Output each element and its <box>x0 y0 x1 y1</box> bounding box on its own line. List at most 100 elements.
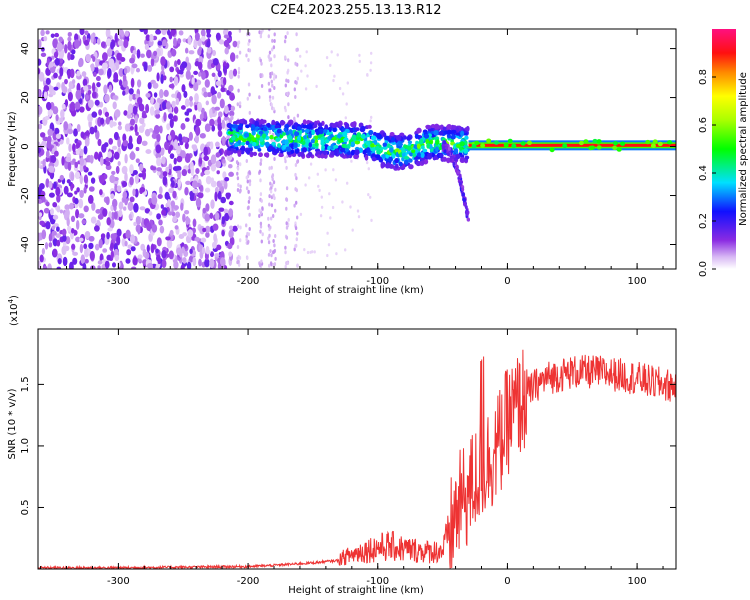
spectrogram-cell <box>251 123 256 130</box>
spectrogram-cell <box>336 53 339 57</box>
spectrogram-cell <box>318 188 321 192</box>
colorbar: 0.0 0.2 0.4 0.6 0.8 Normalized spectral ampl… <box>698 29 749 277</box>
spectrogram-cell <box>218 111 223 118</box>
spectrogram-cell <box>296 215 299 220</box>
spectrogram-cell <box>187 169 192 174</box>
spectrogram-cell <box>304 64 307 68</box>
spectrogram-cell <box>294 226 298 231</box>
spectrogram-cell <box>160 74 164 84</box>
spectrogram-cell <box>259 192 263 197</box>
spectrogram-cell <box>161 100 167 111</box>
spectrogram-cell <box>118 67 125 77</box>
spectrogram-cell <box>47 263 52 269</box>
spectrogram-cell <box>81 219 87 225</box>
snr-y-tick-label: 0.5 <box>20 500 31 516</box>
spectrogram-cell <box>273 86 276 90</box>
spectrogram-cell <box>302 119 307 125</box>
spectrogram-cell <box>184 117 190 122</box>
spectrogram-cell <box>224 177 230 182</box>
spectrogram-cell <box>184 98 190 107</box>
spectrogram-cell <box>451 129 457 134</box>
spectrogram-cell <box>161 209 167 216</box>
spectrogram-cell <box>406 145 412 151</box>
spectrogram-cell <box>201 87 207 92</box>
spectrogram-cell <box>420 152 425 158</box>
spectrogram-cell <box>268 202 271 207</box>
spectrogram-cell <box>151 132 158 140</box>
spectrogram-cell <box>59 174 65 181</box>
spectrogram-cell <box>294 131 298 137</box>
spectrogram-cell <box>105 196 110 206</box>
spectrogram-cell <box>434 146 439 152</box>
spectrogram-cell <box>54 150 59 157</box>
spectrogram-cell <box>178 30 184 36</box>
spectrogram-cell <box>79 106 85 113</box>
spectrogram-cell <box>236 44 240 49</box>
spectrogram-cell <box>305 128 310 134</box>
spectrogram-cell <box>245 237 248 242</box>
spectrogram-cell <box>259 73 262 78</box>
spectrogram-cell <box>192 188 199 194</box>
spectrogram-cell <box>268 263 271 268</box>
spectrogram-cell <box>370 135 377 141</box>
spectrogram-cell <box>325 56 329 60</box>
spectrogram-cell <box>111 170 116 175</box>
spectrogram-cell <box>204 187 211 193</box>
spectrogram-cell <box>82 262 87 269</box>
spectrogram-cell <box>306 74 309 78</box>
spectrogram-cell <box>459 141 465 147</box>
spectrogram-cell <box>272 214 275 218</box>
spectrogram-cell <box>320 205 324 209</box>
spectrogram-cell <box>181 169 188 177</box>
spectrogram-cell <box>188 131 193 141</box>
spectrogram-cell <box>238 135 244 141</box>
spectrogram-cell <box>56 266 62 269</box>
spectrogram-cell <box>83 145 88 155</box>
spectrogram-cell <box>237 40 241 45</box>
spectrogram-cell <box>238 50 242 55</box>
spectrogram-cell <box>285 235 289 240</box>
spectrogram-cell <box>247 199 251 204</box>
spectrogram-cell <box>273 243 276 248</box>
spectrogram-cell <box>39 220 45 226</box>
spectrogram-cell <box>221 119 226 130</box>
spectrogram-cell <box>156 72 160 82</box>
snr-y-tick-label: 1.5 <box>20 376 31 392</box>
spectrogram-cell <box>156 213 162 220</box>
spectrogram-cell <box>271 47 274 52</box>
spectrogram-cell <box>320 153 325 159</box>
spectrogram-cell <box>227 130 234 135</box>
spectrogram-cell <box>70 183 75 189</box>
spectrogram-cell <box>176 59 181 66</box>
spectrogram-cell <box>223 105 229 114</box>
spectrogram-y-label: Frequency (Hz) <box>7 111 18 187</box>
spectrogram-cell <box>159 225 165 234</box>
spectrogram-cell <box>259 221 263 226</box>
spectrogram-cell <box>408 158 413 163</box>
spectrogram-cell <box>471 144 477 149</box>
spectrogram-cell <box>613 141 618 146</box>
spectrogram-cell <box>45 221 51 230</box>
spectrogram-cell <box>144 43 149 51</box>
spectrogram-cell <box>293 142 298 149</box>
spectrogram-cell <box>225 193 231 200</box>
spectrogram-cell <box>237 151 242 157</box>
spectrogram-cell <box>353 154 359 160</box>
spectrogram-cell <box>158 186 163 195</box>
spectrogram-cell <box>367 152 372 156</box>
spectrogram-cell <box>135 131 139 136</box>
spectrogram-cell <box>63 185 69 195</box>
spectrogram-cell <box>284 83 287 88</box>
spectrogram-cell <box>294 187 297 192</box>
spectrogram-cell <box>67 52 71 61</box>
spectrogram-cell <box>211 94 217 105</box>
spectrogram-cell <box>368 129 374 136</box>
spectrogram-cell <box>129 126 134 131</box>
spectrogram-cell <box>128 93 133 102</box>
spectrogram-y-tick-label: 0 <box>20 143 31 149</box>
spectrogram-cell <box>40 47 45 52</box>
spectrogram-cell <box>205 203 210 212</box>
spectrogram-cell <box>260 239 263 244</box>
spectrogram-cell <box>271 173 275 178</box>
spectrogram-cell <box>209 212 214 219</box>
